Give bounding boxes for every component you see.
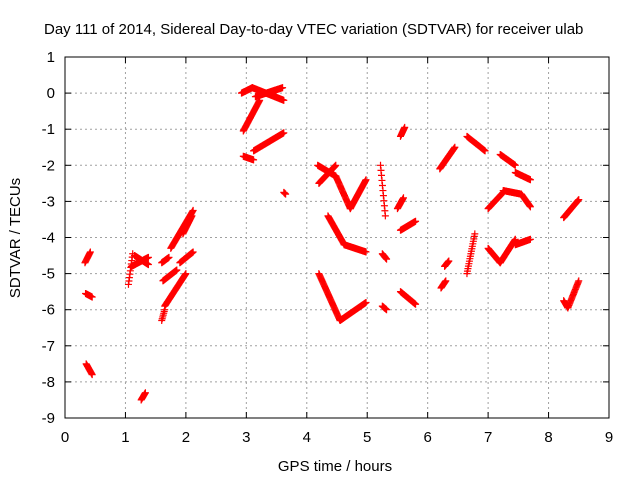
data-point [165,253,173,261]
data-point [362,176,370,184]
data-point [442,277,450,285]
x-axis-label: GPS time / hours [278,458,392,475]
y-tick-label: -9 [42,410,55,427]
data-point [189,248,197,256]
data-point [401,123,409,131]
data-point [511,161,519,169]
chart-title: Day 111 of 2014, Sidereal Day-to-day VTE… [44,21,583,38]
x-tick-label: 3 [242,429,250,446]
data-point [471,230,479,238]
x-tick-label: 7 [484,429,492,446]
data-point [575,277,583,285]
data-point [412,217,420,225]
data-point [362,298,370,306]
y-tick-label: -7 [42,338,55,355]
data-point [445,257,453,265]
x-tick-label: 1 [121,429,129,446]
x-tick-label: 2 [182,429,190,446]
data-point [399,194,407,202]
data-point [250,156,258,164]
data-point [526,203,534,211]
y-tick-label: -6 [42,302,55,319]
data-point [88,371,96,379]
x-tick-label: 5 [363,429,371,446]
x-tick-label: 8 [544,429,552,446]
data-point [383,255,391,263]
data-point [88,293,96,301]
y-axis-label: SDTVAR / TECUs [7,178,24,298]
data-point [86,248,94,256]
data-point [282,190,290,198]
data-point [182,270,190,278]
data-point [144,253,152,261]
data-point [381,212,389,220]
data-point [256,96,264,104]
y-tick-label: -1 [42,121,55,138]
axis-ticks: 0 1 2 3 4 5 6 7 8 910-1-2-3-4-5-6-7-8-9 [42,49,614,446]
y-tick-label: -3 [42,193,55,210]
data-point [280,129,288,137]
data-point [383,306,391,314]
y-tick-label: -4 [42,230,55,247]
data-points [81,84,583,404]
y-tick-label: -2 [42,157,55,174]
data-point [280,96,288,104]
data-point [362,248,370,256]
data-point [451,143,459,151]
x-tick-label: 6 [423,429,431,446]
y-tick-label: 0 [47,85,55,102]
data-point [173,266,181,274]
data-point [481,147,489,155]
data-point [188,212,196,220]
data-point [526,176,534,184]
x-tick-label: 9 [605,429,613,446]
y-tick-label: -5 [42,266,55,283]
data-point [575,196,583,204]
data-point [279,84,287,92]
data-point [526,235,534,243]
x-tick-label: 4 [303,429,311,446]
data-point [144,261,152,269]
y-tick-label: 1 [47,49,55,66]
data-point [189,206,197,214]
y-tick-label: -8 [42,374,55,391]
data-point [412,300,420,308]
x-tick-label: 0 [61,429,69,446]
data-point [332,161,340,169]
data-point [141,389,149,397]
